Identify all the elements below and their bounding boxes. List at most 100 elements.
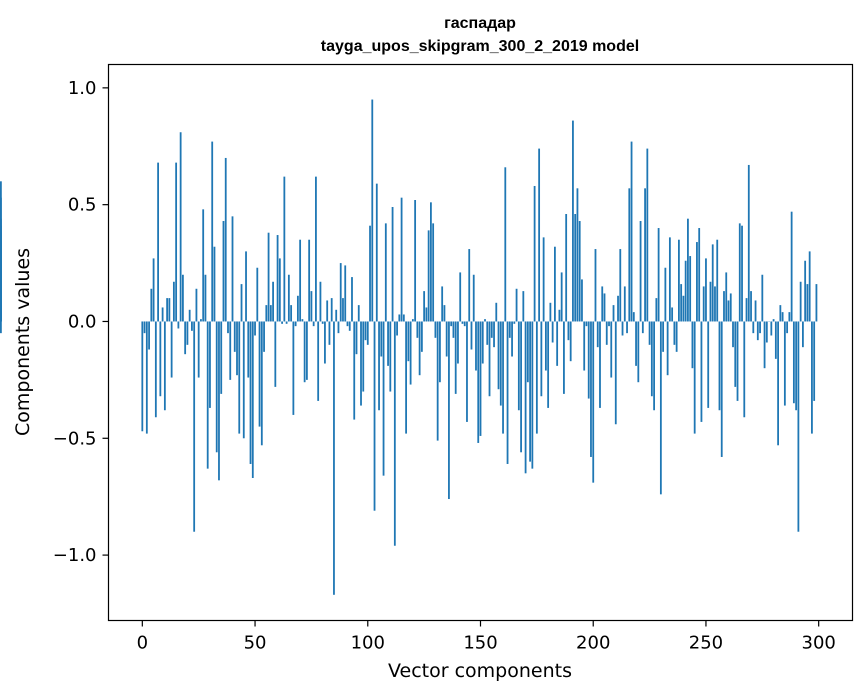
bar	[154, 321, 157, 418]
bar	[396, 321, 398, 336]
bar	[143, 321, 146, 334]
bar	[797, 321, 800, 532]
bar	[256, 267, 259, 322]
bar	[786, 321, 789, 334]
bar	[452, 321, 455, 338]
bar	[366, 321, 369, 345]
bar	[716, 239, 719, 322]
bar	[691, 321, 694, 369]
bar	[163, 321, 166, 411]
bar	[409, 321, 412, 385]
bar	[531, 321, 534, 469]
bar	[227, 321, 229, 334]
bar	[517, 321, 520, 411]
bar	[369, 225, 371, 322]
bar	[811, 321, 813, 434]
bar	[324, 321, 326, 364]
bar	[364, 321, 367, 341]
bar	[443, 305, 446, 322]
bar	[635, 321, 637, 366]
bar	[405, 321, 407, 434]
bar	[294, 321, 297, 327]
bar	[224, 157, 227, 322]
bar	[378, 321, 380, 411]
bar	[714, 286, 716, 322]
bar	[578, 221, 581, 322]
bar	[484, 319, 486, 322]
bar	[522, 291, 525, 322]
bar	[815, 284, 818, 322]
bar	[188, 309, 191, 322]
bar	[206, 321, 209, 469]
bar	[159, 321, 162, 397]
bar	[659, 321, 662, 495]
bar	[346, 321, 349, 327]
bar	[574, 214, 577, 322]
bar	[339, 263, 342, 322]
bar	[648, 321, 651, 345]
y-tick-label: −0.5	[53, 428, 97, 449]
bar	[529, 321, 531, 462]
bar	[711, 244, 714, 322]
bar	[254, 321, 256, 336]
bar	[202, 209, 205, 322]
bar	[666, 321, 669, 376]
bar	[765, 321, 768, 343]
x-axis-label: Vector components	[388, 660, 572, 682]
bar	[587, 321, 590, 399]
bar	[375, 183, 378, 322]
bar	[696, 242, 698, 322]
bar	[425, 307, 428, 322]
bar	[639, 221, 642, 322]
bar	[653, 321, 655, 411]
y-axis-label: Components values	[12, 248, 34, 436]
bar	[348, 321, 351, 331]
bar	[380, 321, 383, 357]
bar	[481, 321, 484, 364]
bar	[315, 176, 317, 322]
bar	[439, 321, 441, 383]
bar	[759, 321, 761, 334]
bar	[461, 321, 464, 324]
bar	[276, 235, 279, 322]
bar	[718, 321, 721, 411]
bar	[355, 321, 358, 355]
bar	[641, 321, 644, 334]
bar	[628, 188, 631, 322]
bar	[687, 218, 689, 322]
bar	[384, 223, 387, 322]
bar	[292, 321, 295, 415]
bar	[668, 237, 671, 322]
y-tick-label: −1.0	[53, 545, 97, 566]
bar	[267, 232, 270, 322]
bar	[705, 258, 707, 322]
bar	[756, 321, 759, 341]
bar	[175, 162, 178, 322]
bar	[594, 249, 597, 322]
bar	[572, 120, 574, 322]
bar	[357, 305, 360, 322]
bar	[393, 321, 396, 546]
bar	[306, 321, 308, 380]
bar	[362, 321, 365, 392]
x-tick-label: 100	[351, 633, 385, 654]
bar	[168, 298, 171, 322]
bar	[200, 319, 202, 322]
bar	[400, 197, 403, 322]
bar	[680, 284, 683, 322]
bar	[750, 291, 752, 322]
bar	[601, 286, 604, 322]
bar	[743, 321, 746, 418]
bar	[650, 321, 653, 397]
bar	[590, 321, 592, 457]
bar	[184, 321, 187, 355]
bar	[736, 321, 739, 401]
bar	[299, 239, 302, 322]
bar	[558, 309, 561, 322]
bar	[544, 321, 547, 371]
bar	[466, 321, 468, 422]
bar	[141, 321, 144, 432]
bar	[193, 321, 196, 532]
bar	[441, 286, 444, 322]
